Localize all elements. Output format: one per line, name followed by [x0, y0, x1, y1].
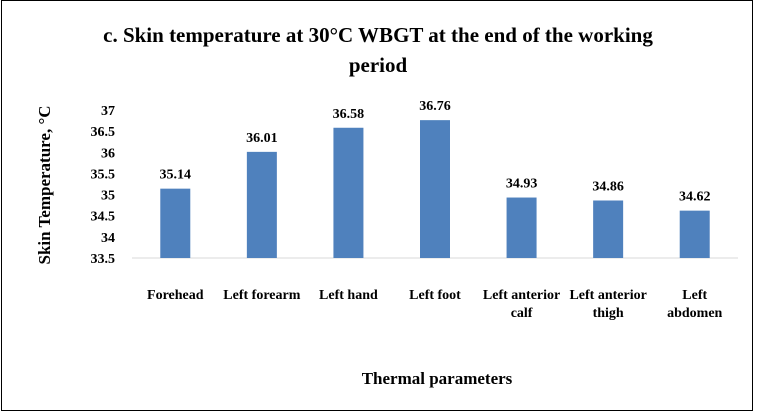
- value-label: 34.93: [506, 177, 538, 192]
- x-axis-label: Thermal parameters: [362, 369, 513, 388]
- value-label: 36.58: [333, 107, 365, 122]
- x-tick-label: Left foot: [409, 288, 461, 303]
- y-tick-label: 35.5: [91, 167, 116, 182]
- bar: [593, 200, 624, 258]
- y-tick-label: 33.5: [91, 252, 116, 267]
- y-tick-label: 35: [101, 189, 115, 204]
- y-tick-label: 34.5: [91, 210, 116, 225]
- y-tick-label: 36.5: [91, 125, 116, 140]
- bar: [420, 120, 450, 258]
- value-label: 34.62: [679, 190, 711, 205]
- y-tick-label: 34: [101, 231, 115, 246]
- y-tick-label: 37: [101, 104, 115, 119]
- bar: [160, 188, 191, 258]
- x-tick-label: Left abdomen: [667, 288, 722, 321]
- value-label: 36.01: [246, 131, 278, 146]
- bar: [246, 151, 277, 258]
- x-tick-label: Forehead: [147, 288, 204, 303]
- bar: [506, 197, 537, 258]
- value-label: 34.86: [592, 179, 624, 194]
- bar: [679, 210, 710, 258]
- y-tick-label: 36: [101, 146, 115, 161]
- x-tick-label: Left anterior thigh: [569, 288, 646, 321]
- chart-title: c. Skin temperature at 30°C WBGT at the …: [103, 23, 653, 77]
- x-tick-label: Left hand: [319, 288, 378, 303]
- value-label: 36.76: [419, 99, 451, 114]
- x-tick-label: Left forearm: [223, 288, 300, 303]
- value-label: 35.14: [160, 168, 192, 183]
- y-axis-label: Skin Temperature, °C: [35, 105, 54, 264]
- x-tick-label: Left anterior calf: [483, 288, 560, 321]
- bar: [333, 127, 364, 258]
